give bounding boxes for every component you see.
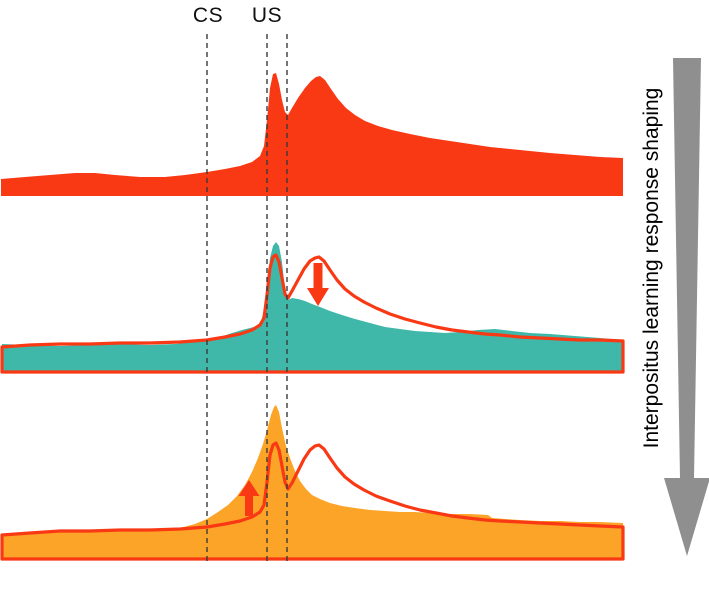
decrease-arrow xyxy=(307,263,329,306)
early-learning-original-outline xyxy=(0,253,625,374)
cs-label: CS xyxy=(192,4,224,27)
late-learning-fill xyxy=(2,405,623,559)
shaping-caption: Interpositus learning response shaping xyxy=(640,87,663,449)
increase-arrow xyxy=(238,480,260,516)
late-learning-original-outline xyxy=(0,441,625,561)
early-learning-fill xyxy=(2,242,623,372)
unlearned-response-fill xyxy=(1,73,623,196)
shaping-direction-arrow xyxy=(664,58,709,556)
us-label: US xyxy=(251,4,283,27)
